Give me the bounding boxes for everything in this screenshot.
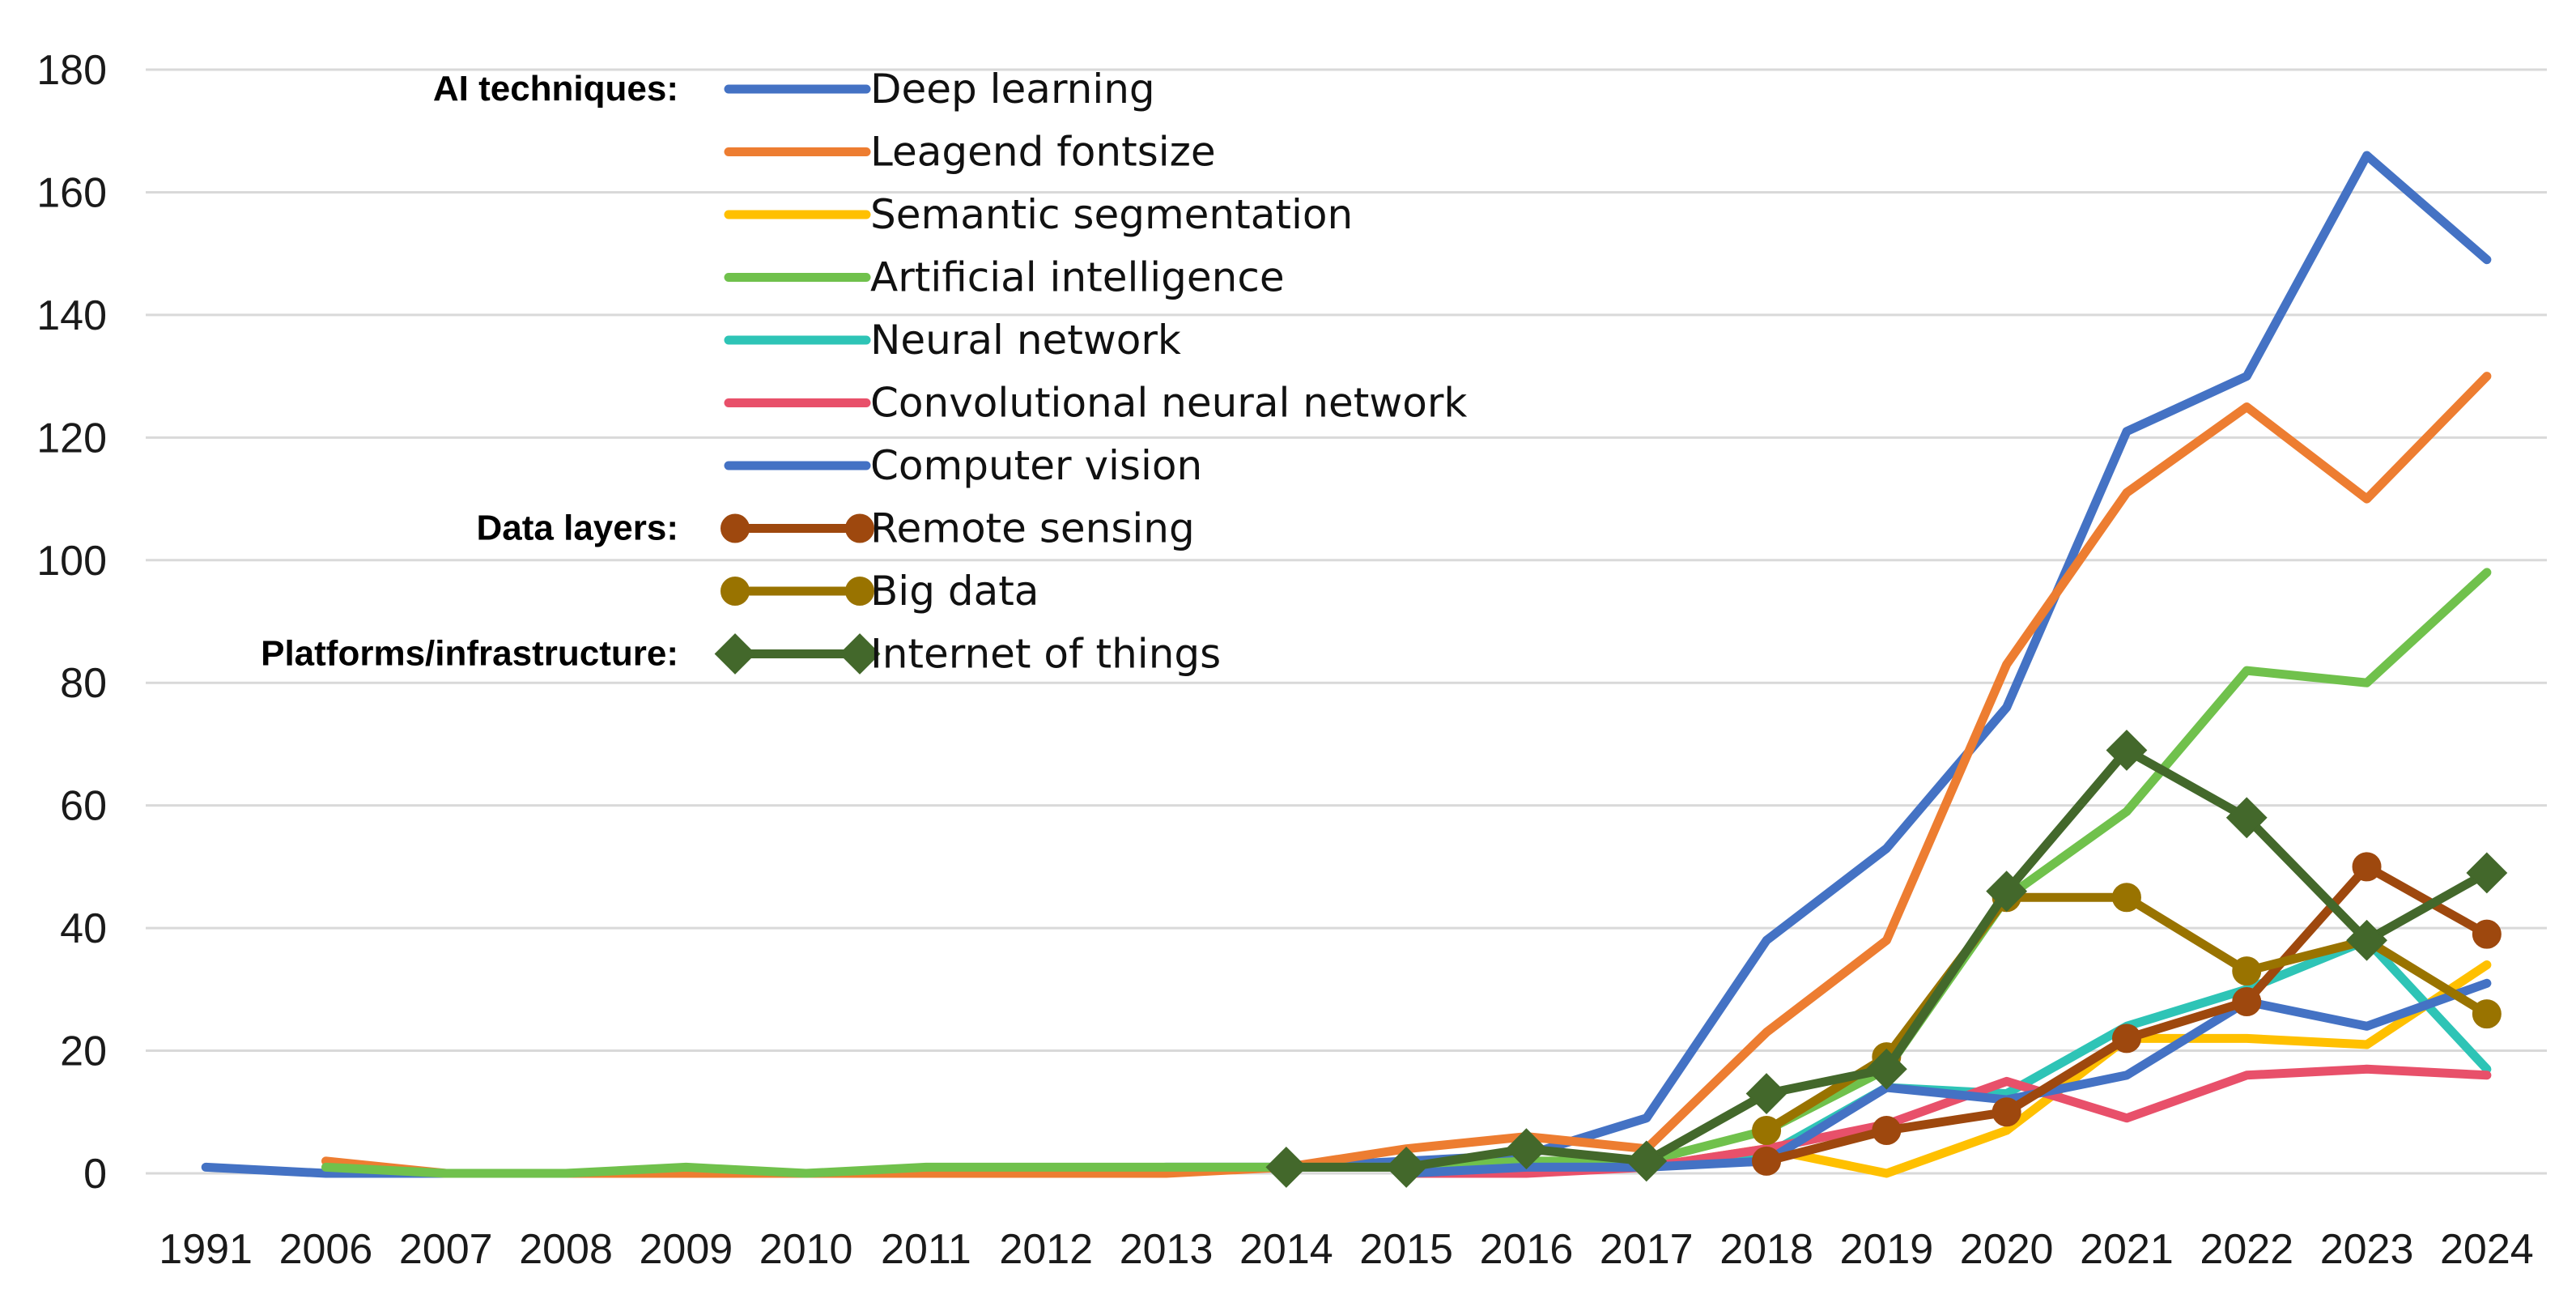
data-point-internet-of-things: [2225, 797, 2268, 839]
data-point-remote-sensing: [1992, 1097, 2021, 1127]
series-computer-vision: [1401, 978, 2492, 1178]
legend-item-internet-of-things: Internet of things: [714, 631, 1221, 678]
series-line-computer-vision: [1401, 978, 2492, 1178]
x-tick-label: 2021: [2080, 1226, 2174, 1273]
legend-marker: [721, 513, 750, 543]
legend-item-deep-learning: Deep learning: [724, 66, 1155, 113]
x-tick-label: 2014: [1239, 1226, 1333, 1273]
y-tick-label: 120: [36, 415, 107, 462]
data-point-big-data: [2111, 883, 2141, 913]
x-tick-label: 2012: [999, 1226, 1093, 1273]
legend-label: Neural network: [870, 317, 1181, 364]
x-tick-label: 2024: [2440, 1226, 2534, 1273]
x-tick-label: 2016: [1480, 1226, 1574, 1273]
data-point-internet-of-things: [1626, 1140, 1668, 1182]
legend-marker: [845, 577, 874, 606]
legend-label: Convolutional neural network: [870, 380, 1467, 427]
legend-label: Big data: [870, 568, 1039, 615]
x-tick-label: 2018: [1719, 1226, 1813, 1273]
x-tick-label: 2011: [881, 1226, 971, 1273]
x-tick-label: 2023: [2320, 1226, 2414, 1273]
y-tick-label: 80: [60, 660, 107, 707]
series-remote-sensing: [1752, 852, 2502, 1176]
y-tick-label: 40: [60, 905, 107, 952]
x-axis-tick-labels: 1991 2006 2007 2008 2009 2010 2011 2012 2013 2014…: [159, 1226, 2533, 1273]
x-tick-label: 2006: [279, 1226, 373, 1273]
data-point-internet-of-things: [1986, 870, 2028, 913]
x-tick-label: 2007: [399, 1226, 493, 1273]
data-point-internet-of-things: [2346, 919, 2387, 961]
legend-group-label: AI techniques:: [433, 69, 678, 109]
y-tick-label: 20: [60, 1028, 107, 1075]
x-tick-label: 2020: [1960, 1226, 2054, 1273]
legend-label: Remote sensing: [870, 505, 1195, 552]
data-point-remote-sensing: [1872, 1115, 1902, 1145]
legend-label: Artificial intelligence: [870, 254, 1285, 301]
legend: Deep learning Leagend fontsize Semantic se…: [261, 66, 1467, 678]
data-point-remote-sensing: [1752, 1146, 1782, 1176]
x-tick-label: 2010: [759, 1226, 853, 1273]
data-point-remote-sensing: [2472, 919, 2502, 949]
y-axis-tick-labels: 0 20 40 60 80 100 120 140 160 180: [36, 47, 107, 1198]
legend-label: Semantic segmentation: [870, 191, 1353, 238]
legend-item-big-data: Big data: [721, 568, 1039, 615]
legend-item-semantic-segmentation: Semantic segmentation: [724, 191, 1353, 238]
legend-marker: [845, 513, 874, 543]
x-tick-label: 2008: [519, 1226, 613, 1273]
data-point-internet-of-things: [2106, 730, 2148, 771]
x-tick-label: 2009: [640, 1226, 733, 1273]
legend-item-leagend-fontsize: Leagend fontsize: [724, 129, 1216, 176]
data-point-big-data: [2232, 956, 2262, 986]
legend-label: Leagend fontsize: [870, 129, 1216, 176]
data-point-big-data: [1752, 1115, 1782, 1145]
series-lines: [201, 151, 2508, 1188]
y-tick-label: 140: [36, 292, 107, 339]
y-tick-label: 0: [83, 1151, 107, 1198]
data-point-remote-sensing: [2111, 1024, 2141, 1054]
x-tick-label: 2022: [2200, 1226, 2293, 1273]
data-point-internet-of-things: [1506, 1128, 1547, 1170]
legend-marker: [839, 633, 881, 675]
y-tick-label: 60: [60, 783, 107, 830]
legend-item-computer-vision: Computer vision: [724, 442, 1202, 489]
legend-label: Internet of things: [870, 631, 1221, 678]
legend-label: Computer vision: [870, 442, 1202, 489]
data-point-remote-sensing: [2232, 986, 2262, 1016]
x-tick-label: 2015: [1359, 1226, 1453, 1273]
y-tick-label: 180: [36, 47, 107, 94]
legend-item-artificial-intelligence: Artificial intelligence: [724, 254, 1285, 301]
data-point-internet-of-things: [1745, 1073, 1787, 1114]
data-point-internet-of-things: [1865, 1048, 1907, 1090]
legend-marker: [721, 577, 750, 606]
legend-label: Deep learning: [870, 66, 1155, 113]
series-internet-of-things: [1265, 730, 2508, 1188]
y-tick-label: 160: [36, 169, 107, 216]
data-point-internet-of-things: [1385, 1147, 1427, 1188]
data-point-big-data: [2472, 999, 2502, 1029]
x-tick-label: 1991: [159, 1226, 253, 1273]
x-tick-label: 2019: [1840, 1226, 1934, 1273]
legend-marker: [714, 633, 756, 675]
y-tick-label: 100: [36, 538, 107, 585]
data-point-internet-of-things: [1265, 1147, 1307, 1188]
legend-item-neural-network: Neural network: [724, 317, 1181, 364]
legend-group-label: Data layers:: [477, 509, 678, 548]
data-point-internet-of-things: [2466, 852, 2508, 894]
x-tick-label: 2017: [1600, 1226, 1694, 1273]
x-tick-label: 2013: [1120, 1226, 1214, 1273]
legend-item-remote-sensing: Remote sensing: [721, 505, 1195, 552]
data-point-remote-sensing: [2352, 852, 2382, 882]
legend-group-label: Platforms/infrastructure:: [261, 634, 678, 674]
gridlines: [146, 68, 2547, 1175]
legend-item-convolutional-neural-network: Convolutional neural network: [724, 380, 1467, 427]
